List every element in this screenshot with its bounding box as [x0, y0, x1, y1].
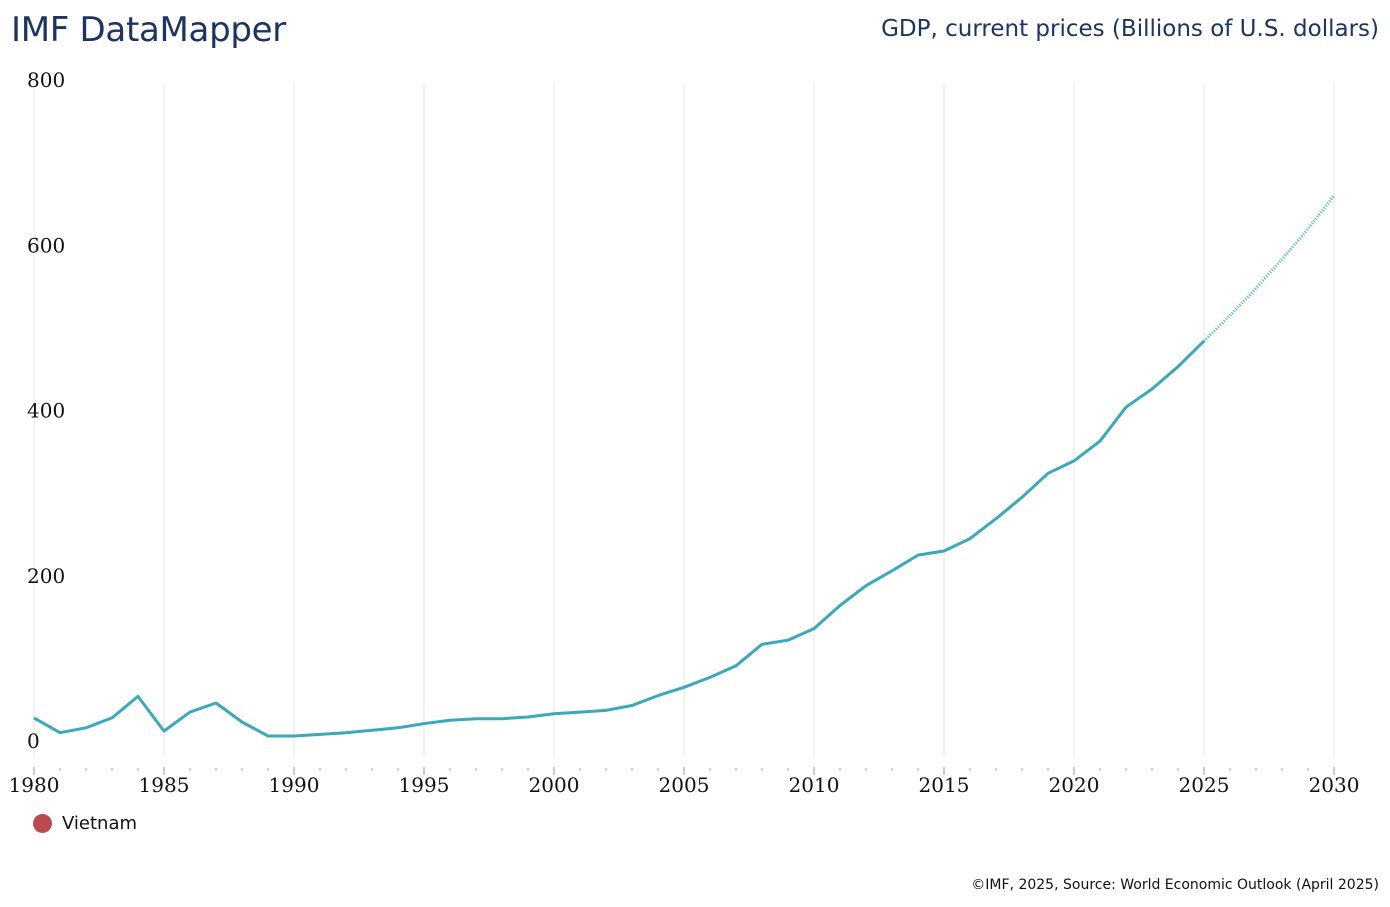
y-tick-label: 800 [27, 68, 65, 92]
x-tick-label: 1995 [399, 773, 450, 797]
data-point[interactable] [1303, 224, 1313, 234]
gridlines [33, 84, 1335, 756]
data-point[interactable] [991, 514, 1001, 524]
data-point[interactable] [653, 691, 663, 701]
data-point[interactable] [731, 661, 741, 671]
data-point[interactable] [783, 635, 793, 645]
data-point[interactable] [1329, 191, 1339, 201]
data-point[interactable] [627, 700, 637, 710]
data-point[interactable] [861, 581, 871, 591]
data-point[interactable] [185, 707, 195, 717]
x-tick-label: 2015 [919, 773, 970, 797]
data-point[interactable] [159, 726, 169, 736]
data-point[interactable] [1017, 492, 1027, 502]
source-footer: ©IMF, 2025, Source: World Economic Outlo… [971, 877, 1379, 893]
x-tick-label: 1980 [9, 773, 60, 797]
data-point[interactable] [835, 600, 845, 610]
data-point[interactable] [601, 705, 611, 715]
y-axis: 0 200 400 600 800 [27, 68, 65, 753]
x-tick-label: 2000 [529, 773, 580, 797]
data-point[interactable] [809, 624, 819, 634]
data-point[interactable] [887, 566, 897, 576]
legend-color-dot [33, 814, 52, 833]
data-point[interactable] [81, 723, 91, 733]
data-point[interactable] [1147, 384, 1157, 394]
x-tick-label: 2010 [789, 773, 840, 797]
data-point[interactable] [29, 713, 39, 723]
data-point[interactable] [341, 728, 351, 738]
data-point[interactable] [367, 725, 377, 735]
data-point[interactable] [107, 713, 117, 723]
data-point[interactable] [471, 714, 481, 724]
data-point[interactable] [575, 707, 585, 717]
data-point[interactable] [757, 639, 767, 649]
x-tick-label: 2025 [1179, 773, 1230, 797]
data-point[interactable] [1277, 254, 1287, 264]
x-tick-label: 1990 [269, 773, 320, 797]
data-point[interactable] [705, 672, 715, 682]
data-point[interactable] [315, 729, 325, 739]
data-point[interactable] [1251, 283, 1261, 293]
data-point[interactable] [939, 546, 949, 556]
data-point[interactable] [289, 731, 299, 741]
data-point[interactable] [393, 723, 403, 733]
legend-label: Vietnam [62, 813, 138, 834]
chart-title: GDP, current prices (Billions of U.S. do… [881, 16, 1379, 42]
data-point[interactable] [445, 715, 455, 725]
x-tick-label: 2030 [1309, 773, 1360, 797]
legend[interactable]: Vietnam [33, 813, 137, 834]
data-point[interactable] [1043, 468, 1053, 478]
data-point[interactable] [497, 714, 507, 724]
data-point[interactable] [237, 717, 247, 727]
data-point[interactable] [1199, 336, 1209, 346]
data-point[interactable] [1225, 310, 1235, 320]
data-point[interactable] [913, 550, 923, 560]
brand-title: IMF DataMapper [11, 10, 286, 50]
data-point[interactable] [1095, 436, 1105, 446]
data-point[interactable] [263, 731, 273, 741]
data-point[interactable] [549, 709, 559, 719]
data-point[interactable] [419, 719, 429, 729]
series-line-projection[interactable] [1202, 194, 1336, 343]
data-point[interactable] [1069, 456, 1079, 466]
data-point[interactable] [523, 712, 533, 722]
y-tick-label: 400 [27, 399, 65, 423]
data-point[interactable] [1121, 402, 1131, 412]
y-tick-label: 0 [27, 729, 40, 753]
y-tick-label: 200 [27, 564, 65, 588]
series-lines [29, 191, 1339, 741]
y-tick-label: 600 [27, 233, 65, 257]
x-tick-label: 1985 [139, 773, 190, 797]
data-point[interactable] [133, 691, 143, 701]
series-line-historical[interactable] [33, 340, 1206, 738]
data-point[interactable] [679, 682, 689, 692]
x-tick-label: 2005 [659, 773, 710, 797]
data-point[interactable] [1173, 362, 1183, 372]
data-point[interactable] [55, 728, 65, 738]
data-point[interactable] [211, 698, 221, 708]
x-axis: 1980 1985 1990 1995 2000 2005 2010 2015 2020 2025… [9, 767, 1360, 797]
data-point[interactable] [965, 534, 975, 544]
x-tick-label: 2020 [1049, 773, 1100, 797]
